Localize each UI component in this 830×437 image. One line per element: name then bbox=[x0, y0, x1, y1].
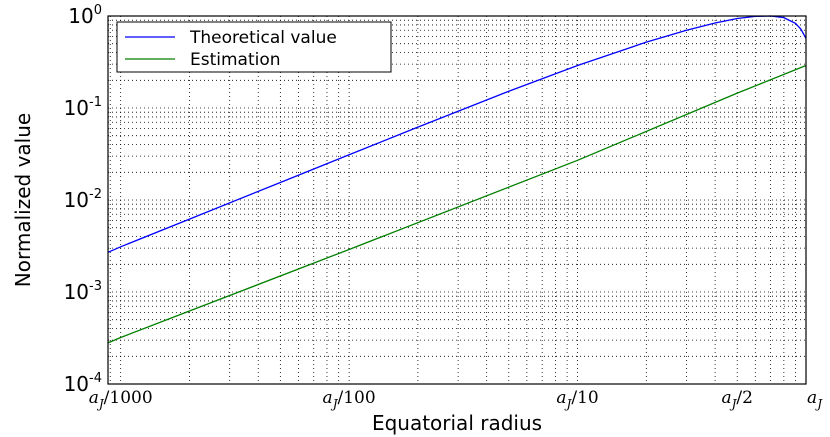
plot-frame bbox=[107, 15, 807, 385]
x-tick-label: aJ/100 bbox=[323, 388, 376, 411]
y-tick-label: 10-3 bbox=[64, 279, 102, 304]
series-layer bbox=[107, 15, 807, 344]
y-tick-label: 100 bbox=[68, 3, 102, 28]
legend-label-estimation: Estimation bbox=[190, 50, 281, 70]
series-line-estimation bbox=[107, 64, 807, 344]
legend-box bbox=[116, 21, 392, 73]
legend-label-theoretical: Theoretical value bbox=[189, 28, 337, 48]
x-tick-label: aJ/2 bbox=[721, 388, 753, 411]
y-tick-label: 10-2 bbox=[64, 187, 102, 212]
y-axis-title: Normalized value bbox=[11, 113, 35, 287]
x-tick-label: aJ/10 bbox=[556, 388, 598, 411]
y-tick-label: 10-4 bbox=[64, 371, 102, 396]
x-axis-title: Equatorial radius bbox=[372, 411, 542, 435]
grid bbox=[108, 15, 807, 385]
x-tick-label: aJ/1000 bbox=[89, 388, 153, 411]
y-tick-label: 10-1 bbox=[64, 95, 102, 120]
x-tick-label: aJ bbox=[807, 388, 823, 411]
axis-ticks: 10-4 10-3 10-2 10-1 100 aJ/1000 aJ/100 aJ/10 aJ/… bbox=[64, 3, 824, 411]
series-line-theoretical bbox=[107, 15, 807, 253]
